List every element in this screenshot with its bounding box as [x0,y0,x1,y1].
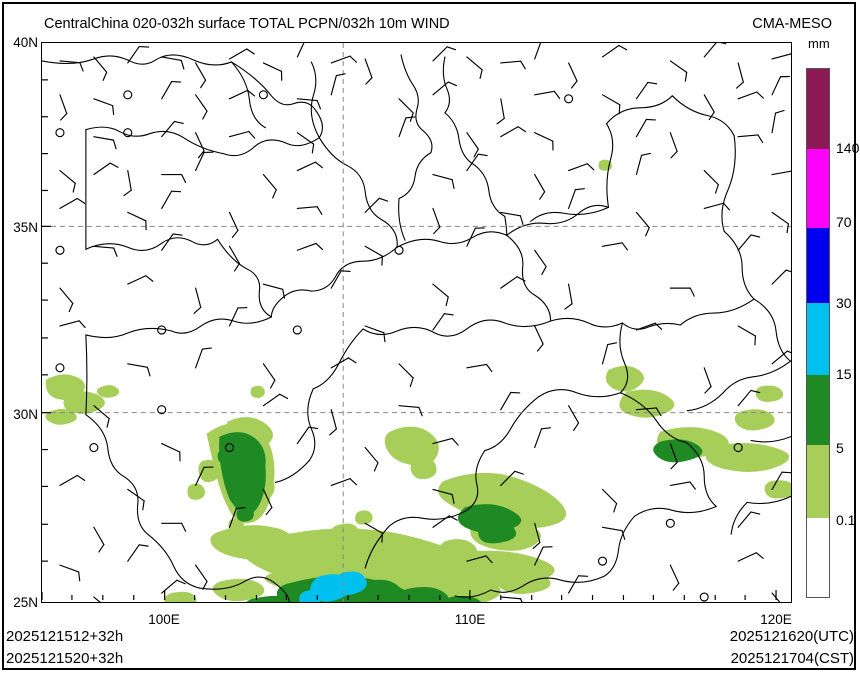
y-axis-label-40n: 40N [13,35,38,50]
colorbar-band-15-30 [807,303,829,376]
colorbar-tick-140: 140 [836,140,860,156]
colorbar-band-30-70 [807,228,829,304]
footer-init-time-cst: 2025121520+32h [6,650,124,667]
x-axis-label-120e: 120E [760,612,792,627]
colorbar-tick-01: 0.1 [836,512,856,528]
map-canvas [42,43,791,602]
colorbar-band-140plus [807,69,829,149]
precip-band-dark-green [217,432,703,602]
colorbar-tick-70: 70 [836,214,852,230]
colorbar-unit-label: mm [808,36,830,51]
axis-ticks [42,79,777,601]
y-axis-label-30n: 30N [13,407,38,422]
model-label: CMA-MESO [752,16,832,32]
page-title: CentralChina 020-032h surface TOTAL PCPN… [44,16,450,32]
map-panel[interactable] [41,42,792,603]
wind-barbs [55,43,791,602]
footer-init-time-utc: 2025121512+32h [6,628,124,645]
colorbar-tick-5: 5 [836,440,844,456]
footer-valid-time-cst: 2025121704(CST) [730,650,854,667]
y-axis-label-25n: 25N [13,595,38,610]
colorbar[interactable] [806,68,830,598]
y-axis-label-35n: 35N [13,220,38,235]
colorbar-band-70-140 [807,148,829,229]
footer-valid-time-utc: 2025121620(UTC) [729,628,854,645]
x-axis-label-100e: 100E [148,612,180,627]
map-boundaries [42,54,791,602]
colorbar-tick-15: 15 [836,366,852,382]
precip-band-light-green [45,159,791,602]
x-axis-label-110e: 110E [454,612,486,627]
colorbar-band-01-5 [807,444,829,518]
colorbar-band-5-15 [807,375,829,445]
colorbar-tick-30: 30 [836,295,852,311]
grid-lines [42,43,791,602]
precip-band-cyan [299,571,367,602]
colorbar-band-0-01 [807,517,829,597]
